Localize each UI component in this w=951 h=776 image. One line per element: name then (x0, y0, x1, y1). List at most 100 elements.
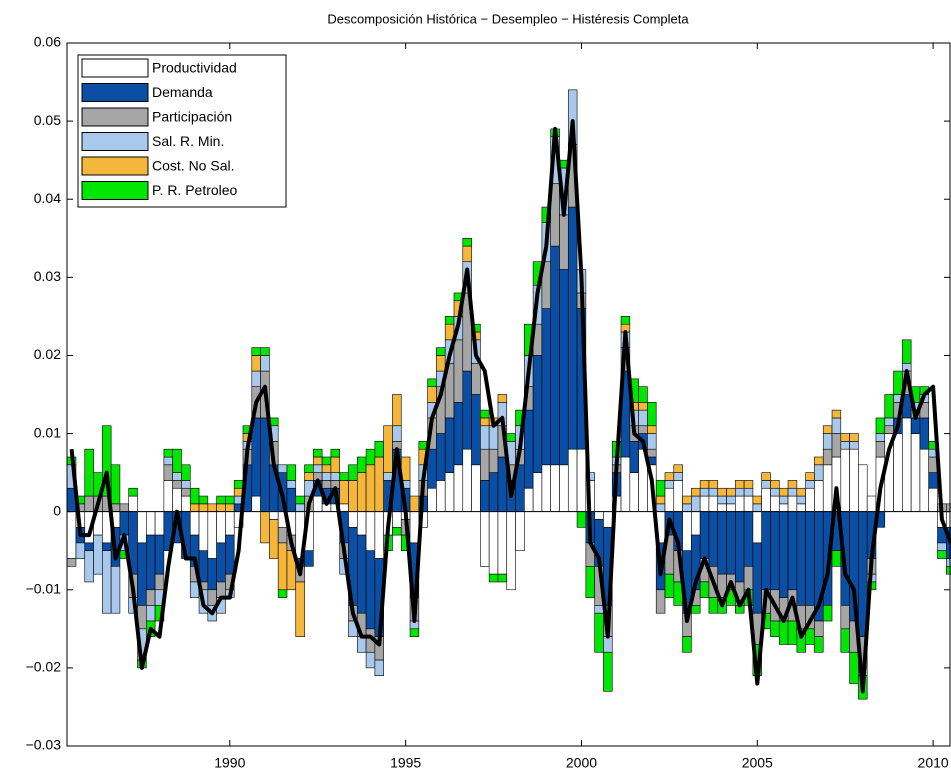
bar-segment (198, 495, 209, 505)
legend: Productividad Demanda Participación Sal. R.… (77, 54, 287, 208)
x-tick-label: 2010 (918, 755, 949, 771)
bar-segment (392, 526, 402, 536)
y-tick-label: 0.02 (34, 346, 61, 362)
bar-segment (497, 394, 508, 403)
bar-segment (181, 480, 191, 489)
bar-segment (84, 448, 94, 497)
bar-segment (928, 487, 938, 512)
bar-segment (506, 433, 516, 442)
bar-segment (462, 448, 472, 512)
legend-label: Participación (152, 109, 232, 125)
bar-segment (796, 511, 806, 606)
bar-segment (884, 425, 894, 434)
bar-segment (93, 534, 103, 575)
bar-segment (787, 487, 798, 497)
bar-segment (655, 495, 666, 505)
bar-segment (585, 566, 595, 598)
bar-segment (594, 605, 604, 614)
total-line (69, 119, 951, 694)
bar-segment (128, 495, 138, 512)
bar-segment (207, 558, 217, 591)
bar-segment (453, 402, 464, 466)
x-tick-label: 1995 (390, 755, 421, 771)
bar-segment (216, 495, 226, 505)
bar-segment (488, 425, 499, 450)
bar-segment (321, 472, 332, 481)
bar-segment (313, 448, 323, 458)
bar-segment (752, 495, 762, 505)
bar-segment (735, 495, 745, 512)
bar-segment (778, 503, 789, 512)
legend-label: Sal. R. Min. (152, 133, 224, 149)
bar-segment (286, 480, 297, 489)
bar-segment (655, 589, 666, 614)
y-tick-label: −0.01 (26, 580, 62, 596)
bar-segment (849, 433, 859, 442)
bar-segment (831, 409, 842, 419)
bar-segment (893, 370, 903, 395)
bar-segment (831, 433, 842, 458)
bar-segment (726, 495, 736, 505)
bar-segment (717, 503, 727, 512)
bar-segment (524, 487, 534, 512)
bar-segment (277, 542, 288, 591)
bar-segment (655, 503, 666, 512)
bar-segment (796, 495, 806, 505)
bar-segment (532, 355, 543, 473)
bar-segment (497, 573, 508, 583)
legend-swatch (81, 58, 149, 78)
bar-segment (339, 503, 349, 512)
bar-segment (374, 441, 384, 458)
bar-segment (365, 511, 376, 552)
bar-segment (163, 456, 173, 466)
bar-segment (567, 448, 578, 512)
bar-segment (313, 495, 323, 512)
bar-segment (453, 464, 464, 512)
bar-segment (321, 480, 332, 489)
bar-segment (822, 464, 833, 512)
bar-segment (893, 433, 903, 512)
y-tick-label: 0.01 (34, 424, 61, 440)
bar-segment (743, 511, 754, 567)
bar-segment (787, 620, 798, 645)
legend-label: Productividad (152, 60, 237, 76)
bar-segment (726, 487, 736, 497)
bar-segment (647, 425, 657, 434)
bar-segment (655, 480, 666, 497)
bar-segment (330, 456, 341, 473)
bar-segment (348, 464, 358, 481)
bar-segment (673, 480, 683, 512)
bar-segment (154, 534, 165, 575)
bar-segment (444, 417, 455, 473)
bar-segment (488, 448, 499, 473)
bar-segment (251, 495, 261, 512)
legend-label: Cost. No Sal. (152, 158, 234, 174)
bar-segment (488, 573, 499, 583)
bar-segment (770, 495, 780, 512)
bar-segment (647, 402, 657, 427)
bar-segment (181, 464, 191, 481)
bar-segment (365, 464, 376, 512)
bar-segment (163, 464, 173, 481)
bar-segment (699, 495, 710, 512)
bar-segment (321, 464, 332, 473)
x-tick-label: 1990 (214, 755, 245, 771)
bar-segment (875, 433, 886, 442)
bar-segment (691, 487, 701, 497)
bar-segment (787, 495, 798, 512)
bar-segment (172, 480, 182, 489)
bar-segment (761, 511, 771, 591)
bar-segment (251, 417, 261, 497)
bar-segment (163, 448, 173, 458)
bar-segment (699, 487, 710, 497)
bar-segment (427, 487, 437, 512)
y-tick-label: 0.06 (34, 34, 61, 50)
x-tick-label: 2005 (742, 755, 773, 771)
bar-segment (620, 316, 631, 325)
bar-segment (770, 511, 780, 591)
bar-segment (225, 495, 235, 505)
bar-segment (884, 417, 894, 427)
bar-segment (154, 511, 165, 536)
bar-segment (576, 448, 587, 512)
bar-segment (84, 542, 94, 552)
